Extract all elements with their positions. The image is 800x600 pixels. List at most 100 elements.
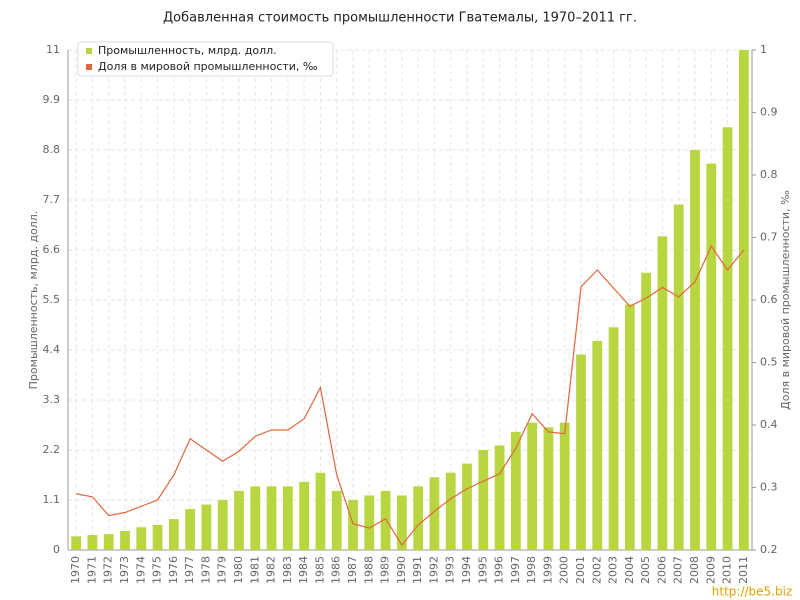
bar [331, 490, 342, 550]
legend-swatch [86, 64, 92, 70]
x-tick-label: 1987 [346, 556, 359, 584]
x-tick-label: 2004 [623, 556, 636, 584]
bar [266, 486, 277, 550]
x-tick-label: 2008 [688, 556, 701, 584]
bar [722, 127, 733, 550]
bar [299, 481, 310, 550]
bar [315, 472, 326, 550]
y-tick-label: 11 [46, 43, 60, 56]
bar [396, 495, 407, 550]
bar [234, 490, 244, 550]
chart-title: Добавленная стоимость промышленности Гва… [163, 11, 637, 26]
bar [576, 354, 586, 550]
x-tick-label: 1994 [460, 556, 473, 584]
x-tick-label: 1973 [118, 556, 131, 584]
x-tick-label: 1971 [85, 556, 98, 584]
y2-tick-label: 0.5 [760, 356, 778, 369]
bar [462, 463, 472, 550]
y-tick-label: 2.2 [43, 443, 61, 456]
x-tick-label: 1972 [102, 556, 115, 584]
y2-tick-label: 0.2 [760, 543, 778, 556]
bar [217, 500, 228, 550]
bar [71, 536, 82, 550]
y-tick-label: 4.4 [43, 343, 61, 356]
bar [738, 50, 749, 550]
x-tick-label: 1985 [313, 556, 326, 584]
legend: Промышленность, млрд. долл. Доля в мирово… [77, 41, 334, 77]
x-tick-label: 1989 [379, 556, 392, 584]
x-tick-label: 1990 [395, 556, 408, 584]
x-tick-label: 1975 [151, 556, 164, 584]
bar [510, 431, 521, 550]
x-tick-label: 1976 [167, 556, 180, 584]
x-tick-label: 1986 [330, 556, 343, 584]
bar [543, 427, 554, 550]
x-tick-label: 1981 [248, 556, 261, 584]
x-tick-label: 2009 [704, 556, 717, 584]
y2-tick-label: 0.7 [760, 231, 778, 244]
x-tick-label: 1977 [183, 556, 196, 584]
y2-tick-label: 0.8 [760, 168, 778, 181]
legend-label: Доля в мировой промышленности, ‰ [98, 60, 318, 73]
bar [657, 236, 668, 550]
x-tick-label: 1996 [493, 556, 506, 584]
bar [136, 527, 147, 550]
bar [494, 445, 505, 550]
x-tick-label: 1974 [134, 556, 147, 584]
x-tick-label: 1991 [411, 556, 424, 584]
watermark: http://be5.biz [712, 585, 792, 599]
bar [527, 422, 538, 550]
bar [690, 150, 700, 550]
bar [201, 504, 212, 550]
bar [185, 509, 196, 550]
legend-swatch [86, 48, 92, 54]
legend-box [77, 41, 334, 77]
x-tick-label: 1988 [362, 556, 375, 584]
legend-label: Промышленность, млрд. долл. [98, 44, 277, 57]
bar [413, 486, 424, 550]
y2-tick-label: 0.4 [760, 418, 778, 431]
y-tick-label: 1.1 [43, 493, 61, 506]
y-tick-label: 0 [53, 543, 60, 556]
y-tick-label: 7.7 [43, 193, 61, 206]
bar [152, 525, 163, 550]
y-axis-label: Промышленность, млрд. долл. [27, 211, 40, 390]
x-tick-label: 1979 [216, 556, 229, 584]
y2-tick-label: 0.3 [760, 481, 778, 494]
x-tick-label: 2003 [607, 556, 620, 584]
x-tick-label: 2007 [672, 556, 685, 584]
bar [478, 450, 489, 550]
bar [364, 495, 375, 550]
bar [87, 535, 98, 550]
x-tick-label: 1995 [476, 556, 489, 584]
y2-tick-label: 0.6 [760, 293, 778, 306]
bar [673, 204, 684, 550]
x-tick-label: 2000 [558, 556, 571, 584]
x-tick-label: 2005 [639, 556, 652, 584]
x-tick-label: 2010 [721, 556, 734, 584]
x-tick-label: 2002 [590, 556, 603, 584]
y-tick-label: 5.5 [43, 293, 61, 306]
bar [624, 304, 635, 550]
y-tick-label: 6.6 [43, 243, 61, 256]
bar [282, 486, 293, 550]
y-tick-label: 8.8 [43, 143, 61, 156]
y2-tick-label: 1 [760, 43, 767, 56]
x-tick-label: 1982 [265, 556, 278, 584]
x-tick-label: 1978 [199, 556, 212, 584]
bar [706, 163, 717, 551]
x-tick-label: 1980 [232, 556, 245, 584]
bar [380, 490, 391, 550]
y2-axis-label: Доля в мировой промышленности, ‰ [779, 190, 792, 410]
y-tick-label: 3.3 [43, 393, 61, 406]
y-tick-label: 9.9 [43, 93, 61, 106]
bar [120, 530, 130, 550]
line [76, 245, 745, 547]
x-tick-label: 1970 [69, 556, 82, 584]
bar [250, 486, 261, 550]
x-tick-label: 2001 [574, 556, 587, 584]
bar [429, 477, 440, 550]
x-tick-label: 1997 [509, 556, 522, 584]
x-tick-label: 2011 [737, 556, 750, 584]
